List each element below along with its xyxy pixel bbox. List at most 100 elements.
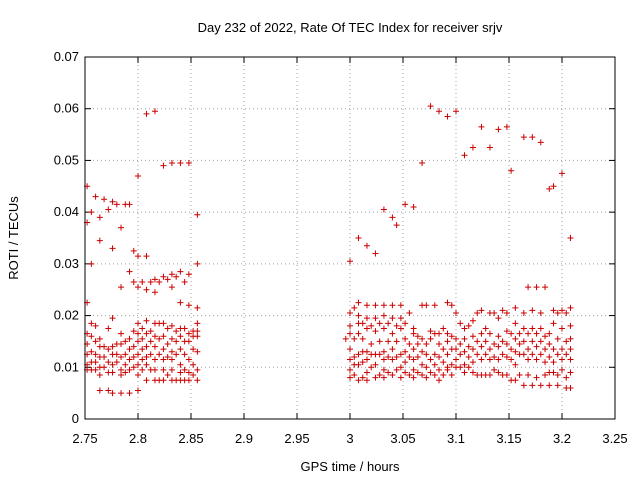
data-point: [486, 330, 493, 337]
data-point: [113, 201, 120, 208]
data-point: [554, 335, 561, 342]
data-point: [406, 341, 413, 348]
data-point: [427, 335, 434, 342]
data-point: [419, 335, 426, 342]
data-point: [347, 374, 353, 381]
y-tick-label: 0.07: [54, 49, 79, 64]
x-tick-label: 3.15: [496, 431, 521, 446]
data-point: [122, 369, 129, 376]
data-point: [126, 366, 133, 373]
data-point: [444, 366, 451, 373]
data-point: [402, 359, 409, 366]
data-point: [525, 330, 532, 337]
data-point: [168, 284, 175, 291]
y-tick-label: 0: [72, 411, 79, 426]
y-axis-label: ROTI / TECUs: [6, 196, 21, 280]
y-tick-label: 0.05: [54, 152, 79, 167]
data-point: [554, 351, 561, 358]
data-point: [109, 315, 116, 322]
data-point: [567, 346, 574, 353]
data-point: [431, 302, 438, 309]
data-point: [559, 346, 565, 353]
data-point: [160, 333, 167, 340]
data-point: [478, 330, 485, 337]
data-point: [177, 299, 184, 306]
data-point: [461, 369, 468, 376]
data-point: [109, 390, 116, 397]
x-tick-label: 3.2: [553, 431, 571, 446]
data-point: [427, 328, 434, 335]
data-point: [96, 335, 103, 342]
data-point: [469, 346, 476, 353]
data-point: [105, 387, 112, 394]
data-point: [105, 206, 112, 213]
data-point: [440, 346, 447, 353]
data-point: [139, 346, 146, 353]
x-tick-label: 3.05: [390, 431, 415, 446]
data-point: [151, 276, 158, 283]
data-point: [194, 211, 201, 218]
data-point: [567, 235, 574, 241]
data-point: [533, 343, 540, 350]
y-tick-label: 0.01: [54, 359, 79, 374]
data-point: [444, 299, 451, 306]
data-point: [520, 134, 527, 141]
data-point: [185, 369, 192, 376]
x-tick-label: 3.25: [602, 431, 627, 446]
data-point: [173, 273, 180, 280]
data-point: [194, 320, 201, 327]
x-axis-label: GPS time / hours: [301, 459, 400, 474]
x-tick-label: 3: [346, 431, 353, 446]
data-point: [156, 351, 163, 358]
data-point: [151, 343, 158, 350]
data-point: [529, 134, 536, 141]
data-point: [482, 325, 489, 332]
data-point: [363, 242, 370, 249]
data-point: [160, 162, 167, 169]
data-point: [457, 320, 464, 327]
data-point: [563, 309, 570, 316]
data-point: [122, 361, 129, 368]
data-point: [554, 372, 561, 379]
data-point: [512, 348, 519, 355]
data-point: [410, 374, 417, 381]
data-point: [355, 299, 362, 306]
data-point: [402, 335, 409, 342]
data-point: [397, 325, 404, 332]
data-point: [177, 333, 184, 340]
data-point: [542, 372, 549, 379]
data-point: [143, 110, 150, 117]
data-point: [559, 170, 565, 177]
data-point: [160, 320, 167, 327]
data-point: [147, 328, 154, 335]
x-tick-label: 2.75: [72, 431, 97, 446]
data-point: [143, 377, 150, 384]
data-point: [461, 325, 468, 332]
data-point: [419, 372, 426, 379]
data-point: [453, 309, 459, 316]
data-point: [372, 361, 379, 368]
data-point: [436, 377, 443, 384]
data-point: [109, 369, 116, 376]
data-point: [461, 361, 468, 368]
data-point: [185, 377, 192, 384]
data-point: [393, 353, 400, 360]
data-point: [453, 356, 459, 363]
data-point: [130, 343, 137, 350]
data-point: [118, 330, 125, 337]
data-point: [380, 374, 387, 381]
data-point: [389, 372, 396, 379]
data-point: [181, 366, 188, 373]
data-point: [486, 144, 493, 151]
data-point: [495, 126, 502, 133]
data-point: [185, 302, 192, 309]
data-point: [440, 372, 447, 379]
data-point: [542, 284, 549, 291]
data-point: [130, 364, 137, 371]
data-point: [185, 338, 192, 345]
data-point: [177, 361, 184, 368]
data-point: [168, 322, 175, 329]
data-point: [448, 361, 455, 368]
data-point: [436, 108, 443, 115]
